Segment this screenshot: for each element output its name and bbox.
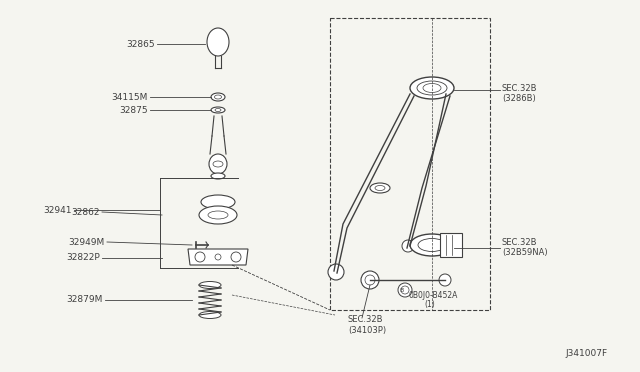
Text: (34103P): (34103P) <box>348 326 386 334</box>
Text: 34115M: 34115M <box>111 93 148 102</box>
Circle shape <box>401 286 409 294</box>
Text: 32822P: 32822P <box>67 253 100 263</box>
Text: (1): (1) <box>424 301 435 310</box>
Circle shape <box>231 252 241 262</box>
Text: 32879M: 32879M <box>67 295 103 305</box>
Text: (3286B): (3286B) <box>502 93 536 103</box>
Text: 32949M: 32949M <box>68 237 105 247</box>
Ellipse shape <box>211 93 225 101</box>
Bar <box>330 18 490 310</box>
Text: J341007F: J341007F <box>566 349 608 358</box>
Ellipse shape <box>209 154 227 174</box>
Text: SEC.32B: SEC.32B <box>502 237 538 247</box>
Text: 32875: 32875 <box>120 106 148 115</box>
Ellipse shape <box>410 77 454 99</box>
Ellipse shape <box>201 195 235 209</box>
Text: 32941: 32941 <box>44 205 72 215</box>
Circle shape <box>215 254 221 260</box>
Ellipse shape <box>211 173 225 179</box>
Text: 0B0J0-B452A: 0B0J0-B452A <box>409 291 458 299</box>
Ellipse shape <box>199 282 221 289</box>
Circle shape <box>195 252 205 262</box>
Ellipse shape <box>214 95 221 99</box>
Ellipse shape <box>410 234 454 256</box>
Ellipse shape <box>215 109 221 112</box>
Ellipse shape <box>199 311 221 318</box>
Circle shape <box>398 283 412 297</box>
Text: 32862: 32862 <box>72 208 100 217</box>
Circle shape <box>361 271 379 289</box>
Circle shape <box>439 274 451 286</box>
Ellipse shape <box>370 183 390 193</box>
Ellipse shape <box>207 28 229 56</box>
Ellipse shape <box>211 107 225 113</box>
Circle shape <box>402 240 414 252</box>
Circle shape <box>365 275 375 285</box>
Text: SEC.32B: SEC.32B <box>348 315 383 324</box>
Text: 32865: 32865 <box>126 39 155 48</box>
Polygon shape <box>188 249 248 265</box>
Ellipse shape <box>199 206 237 224</box>
Bar <box>440 233 462 257</box>
Text: SEC.32B: SEC.32B <box>502 83 538 93</box>
Circle shape <box>328 264 344 280</box>
Text: (32B59NA): (32B59NA) <box>502 247 548 257</box>
Text: B: B <box>400 288 404 292</box>
